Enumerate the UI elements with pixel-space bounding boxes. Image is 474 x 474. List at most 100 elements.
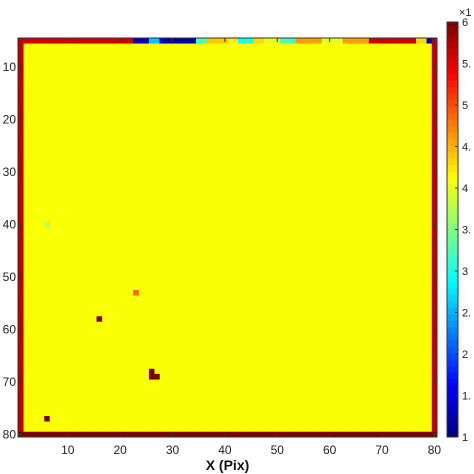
- colorbar-swatch: [447, 385, 458, 393]
- heatmap-cell: [175, 38, 181, 44]
- heatmap-cell: [431, 90, 438, 97]
- colorbar-swatch: [447, 235, 458, 243]
- heatmap-cell: [18, 106, 24, 112]
- heatmap-cell: [416, 38, 422, 44]
- colorbar-swatch: [447, 378, 458, 386]
- heatmap-cell: [410, 38, 417, 44]
- heatmap-cell: [18, 195, 24, 202]
- heatmap-cell: [133, 38, 139, 44]
- heatmap-cell: [431, 48, 438, 55]
- heatmap-cell: [237, 38, 244, 44]
- heatmap-cell: [18, 74, 24, 81]
- colorbar-swatch: [447, 177, 458, 185]
- heatmap-cell: [33, 431, 40, 438]
- heatmap-cell: [431, 106, 438, 112]
- heatmap-cell: [133, 431, 139, 438]
- heatmap-cell: [431, 195, 438, 202]
- colorbar-swatch: [447, 171, 458, 179]
- x-axis-ticks: 10 20 30 40 50 60 70 80: [61, 38, 441, 457]
- colorbar-swatch: [447, 210, 458, 217]
- colorbar-swatch: [447, 294, 458, 302]
- colorbar-swatch: [447, 313, 458, 321]
- heatmap-cell: [18, 111, 24, 118]
- heatmap-cell: [18, 258, 24, 265]
- colorbar-tick-label: 5.: [462, 59, 471, 71]
- heatmap-cell: [431, 284, 438, 291]
- colorbar: 1 1. 2 2. 3 3. 4 4. 5 5. 6: [446, 17, 471, 444]
- heatmap-cell: [18, 227, 24, 233]
- heatmap-cell: [400, 431, 406, 438]
- heatmap-cell: [18, 174, 24, 181]
- heatmap-cell: [18, 148, 24, 154]
- heatmap-cell: [23, 431, 29, 438]
- heatmap-cell: [91, 431, 97, 438]
- heatmap-cell: [368, 38, 375, 44]
- heatmap-cell: [232, 431, 239, 438]
- colorbar-swatch: [447, 106, 458, 114]
- heatmap-cell: [18, 38, 24, 44]
- heatmap-cell: [431, 290, 438, 296]
- heatmap-cell: [18, 200, 24, 207]
- heatmap-cell: [431, 358, 438, 364]
- heatmap-cell: [431, 248, 438, 254]
- heatmap-cell: [431, 242, 438, 249]
- colorbar-swatch: [447, 255, 458, 263]
- heatmap-cell: [431, 353, 438, 359]
- heatmap-cell: [180, 38, 186, 44]
- y-tick-label: 60: [3, 322, 17, 336]
- heatmap-cell: [431, 305, 438, 312]
- colorbar-swatch: [447, 190, 458, 198]
- heatmap-cell: [431, 148, 438, 154]
- y-tick-label: 50: [3, 270, 17, 284]
- heatmap-cell: [431, 227, 438, 233]
- colorbar-swatch: [447, 145, 458, 153]
- heatmap-cell: [211, 38, 218, 44]
- colorbar-swatch: [447, 391, 458, 399]
- heatmap-cell: [101, 38, 108, 44]
- colorbar-swatch: [447, 365, 458, 373]
- heatmap-cell: [337, 431, 344, 438]
- colorbar-swatch: [447, 430, 458, 438]
- heatmap-cell: [18, 53, 24, 60]
- heatmap-cell: [431, 153, 438, 160]
- heatmap-cell: [410, 431, 417, 438]
- colorbar-swatch: [447, 203, 458, 211]
- heatmap-cell: [316, 38, 323, 44]
- heatmap-cell: [154, 431, 160, 438]
- heatmap-cell: [431, 410, 438, 417]
- heatmap-cell: [18, 305, 24, 312]
- heatmap-cell: [431, 374, 438, 380]
- heatmap-cell: [107, 431, 113, 438]
- colorbar-exponent-label: ×1: [459, 7, 472, 19]
- heatmap-cell: [431, 101, 438, 107]
- heatmap-cell: [18, 153, 24, 160]
- heatmap-cell: [227, 431, 234, 438]
- heatmap-cell: [143, 38, 150, 44]
- heatmap-cell: [18, 48, 24, 55]
- heatmap-cell: [59, 431, 66, 438]
- heatmap-cell: [18, 127, 24, 133]
- y-tick-label: 40: [3, 217, 17, 231]
- heatmap-cell: [358, 38, 364, 44]
- heatmap-cell: [18, 410, 24, 417]
- y-tick-label: 70: [3, 375, 17, 389]
- colorbar-swatch: [447, 86, 458, 94]
- heatmap-cell: [75, 38, 82, 44]
- x-tick-label: 50: [271, 443, 285, 457]
- heatmap-cell: [416, 431, 422, 438]
- heatmap-cell: [112, 431, 118, 438]
- heatmap-cell: [431, 179, 438, 186]
- heatmap-cell: [107, 38, 113, 44]
- heatmap-cell: [80, 431, 87, 438]
- heatmap-cell: [217, 38, 223, 44]
- heatmap-cell: [185, 431, 192, 438]
- heatmap-cell: [127, 38, 134, 44]
- heatmap-cell: [18, 143, 24, 149]
- heatmap-cell: [363, 431, 370, 438]
- colorbar-tick-label: 1.: [462, 391, 471, 403]
- heatmap-cell: [18, 185, 24, 191]
- colorbar-swatch: [447, 93, 458, 101]
- heatmap-cell: [28, 38, 35, 44]
- heatmap-cell: [18, 400, 24, 406]
- colorbar-tick-label: 6: [462, 17, 468, 29]
